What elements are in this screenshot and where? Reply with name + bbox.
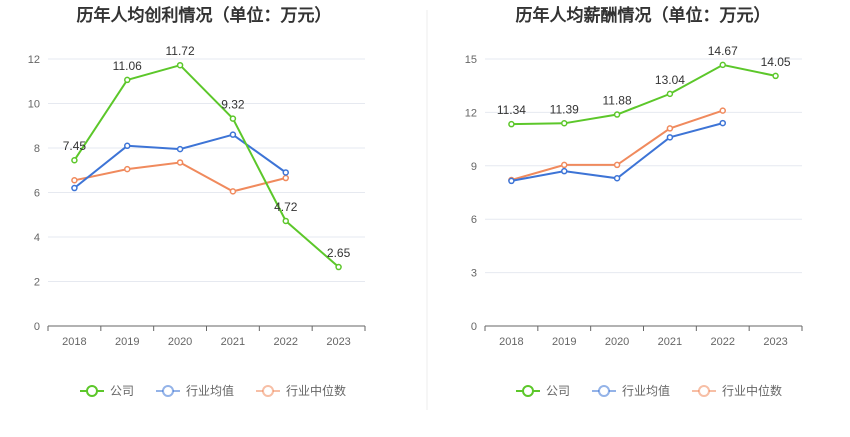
data-point bbox=[282, 169, 289, 176]
data-point bbox=[229, 188, 237, 195]
data-point bbox=[229, 131, 237, 138]
x-tick-label: 2022 bbox=[274, 336, 298, 348]
series-line bbox=[511, 109, 724, 181]
y-tick-label: 2 bbox=[34, 277, 40, 289]
data-point bbox=[508, 120, 515, 128]
series-line bbox=[73, 64, 340, 268]
data-point bbox=[124, 165, 131, 173]
y-tick-label: 9 bbox=[471, 161, 477, 173]
data-label: 7.45 bbox=[63, 139, 87, 153]
y-tick-label: 8 bbox=[34, 143, 40, 155]
data-point bbox=[561, 167, 568, 175]
y-tick-label: 3 bbox=[471, 268, 477, 280]
legend-marker bbox=[262, 385, 274, 397]
salary-per-capita-chart: 历年人均薪酬情况（单位：万元） 0 3 6 9 12 15 2018 2019 2020 2021 2… bbox=[465, 5, 803, 398]
x-tick-label: 2020 bbox=[168, 336, 192, 348]
data-point bbox=[666, 90, 674, 98]
y-tick-label: 6 bbox=[34, 188, 40, 200]
data-point bbox=[719, 107, 726, 114]
x-tick-label: 2023 bbox=[326, 336, 350, 348]
data-point bbox=[229, 115, 237, 122]
data-point bbox=[666, 125, 674, 132]
data-point bbox=[176, 159, 184, 166]
data-point bbox=[613, 161, 621, 169]
legend-marker bbox=[598, 385, 610, 397]
data-point bbox=[124, 76, 131, 84]
legend-label: 行业均值 bbox=[622, 383, 670, 398]
data-label: 9.32 bbox=[221, 98, 245, 112]
x-tick-label: 2019 bbox=[115, 336, 139, 348]
data-point bbox=[335, 263, 342, 271]
data-point bbox=[561, 161, 568, 169]
x-tick-label: 2019 bbox=[552, 336, 576, 348]
y-tick-label: 12 bbox=[465, 107, 477, 119]
x-tick-label: 2023 bbox=[763, 336, 787, 348]
y-tick-label: 4 bbox=[34, 232, 40, 244]
y-tick-label: 6 bbox=[471, 214, 477, 226]
x-tick-label: 2018 bbox=[499, 336, 523, 348]
data-point bbox=[613, 175, 621, 182]
data-point bbox=[124, 142, 131, 150]
data-label: 4.72 bbox=[274, 200, 298, 214]
data-label: 11.88 bbox=[603, 94, 632, 108]
data-point bbox=[71, 184, 78, 192]
data-label: 13.04 bbox=[655, 73, 685, 87]
profit-per-capita-chart: 历年人均创利情况（单位：万元） 0 2 4 6 8 10 12 2018 2019 2020 2021… bbox=[28, 5, 366, 398]
data-label: 11.39 bbox=[550, 102, 579, 116]
data-point bbox=[719, 61, 726, 69]
y-tick-label: 15 bbox=[465, 54, 477, 66]
x-tick-label: 2021 bbox=[658, 336, 682, 348]
legend-label: 公司 bbox=[546, 384, 570, 398]
data-label: 14.05 bbox=[761, 55, 791, 69]
y-tick-label: 12 bbox=[28, 54, 40, 66]
x-tick-label: 2022 bbox=[711, 336, 735, 348]
series-line bbox=[511, 63, 776, 126]
data-point bbox=[282, 217, 289, 225]
data-point bbox=[719, 119, 726, 127]
legend-label: 行业中位数 bbox=[286, 383, 346, 398]
x-tick-label: 2021 bbox=[221, 336, 245, 348]
series-line bbox=[511, 122, 724, 182]
y-tick-label: 0 bbox=[471, 321, 477, 333]
data-point bbox=[176, 61, 184, 69]
data-point bbox=[772, 72, 779, 80]
data-label: 11.06 bbox=[113, 59, 142, 73]
legend-marker bbox=[162, 385, 174, 397]
chart-title: 历年人均创利情况（单位：万元） bbox=[77, 5, 332, 26]
data-label: 2.65 bbox=[327, 246, 351, 260]
data-point bbox=[613, 111, 621, 118]
data-label: 11.34 bbox=[497, 103, 526, 117]
data-label: 11.72 bbox=[166, 44, 195, 58]
x-tick-label: 2020 bbox=[605, 336, 629, 348]
x-tick-label: 2018 bbox=[62, 336, 86, 348]
legend-marker bbox=[522, 385, 534, 397]
data-point bbox=[508, 177, 515, 185]
legend-label: 公司 bbox=[110, 384, 134, 398]
legend-label: 行业均值 bbox=[186, 383, 234, 398]
data-label: 14.67 bbox=[708, 44, 738, 58]
series-line bbox=[74, 161, 287, 193]
data-point bbox=[666, 134, 674, 141]
legend-marker bbox=[698, 385, 710, 397]
y-tick-label: 10 bbox=[28, 99, 40, 111]
data-point bbox=[561, 120, 568, 127]
legend-label: 行业中位数 bbox=[722, 383, 782, 398]
chart-title: 历年人均薪酬情况（单位：万元） bbox=[516, 5, 771, 26]
data-point bbox=[71, 156, 78, 164]
data-point bbox=[71, 177, 78, 184]
legend-marker bbox=[86, 385, 98, 397]
y-tick-label: 0 bbox=[34, 321, 40, 333]
data-point bbox=[282, 174, 289, 182]
data-point bbox=[176, 145, 184, 153]
